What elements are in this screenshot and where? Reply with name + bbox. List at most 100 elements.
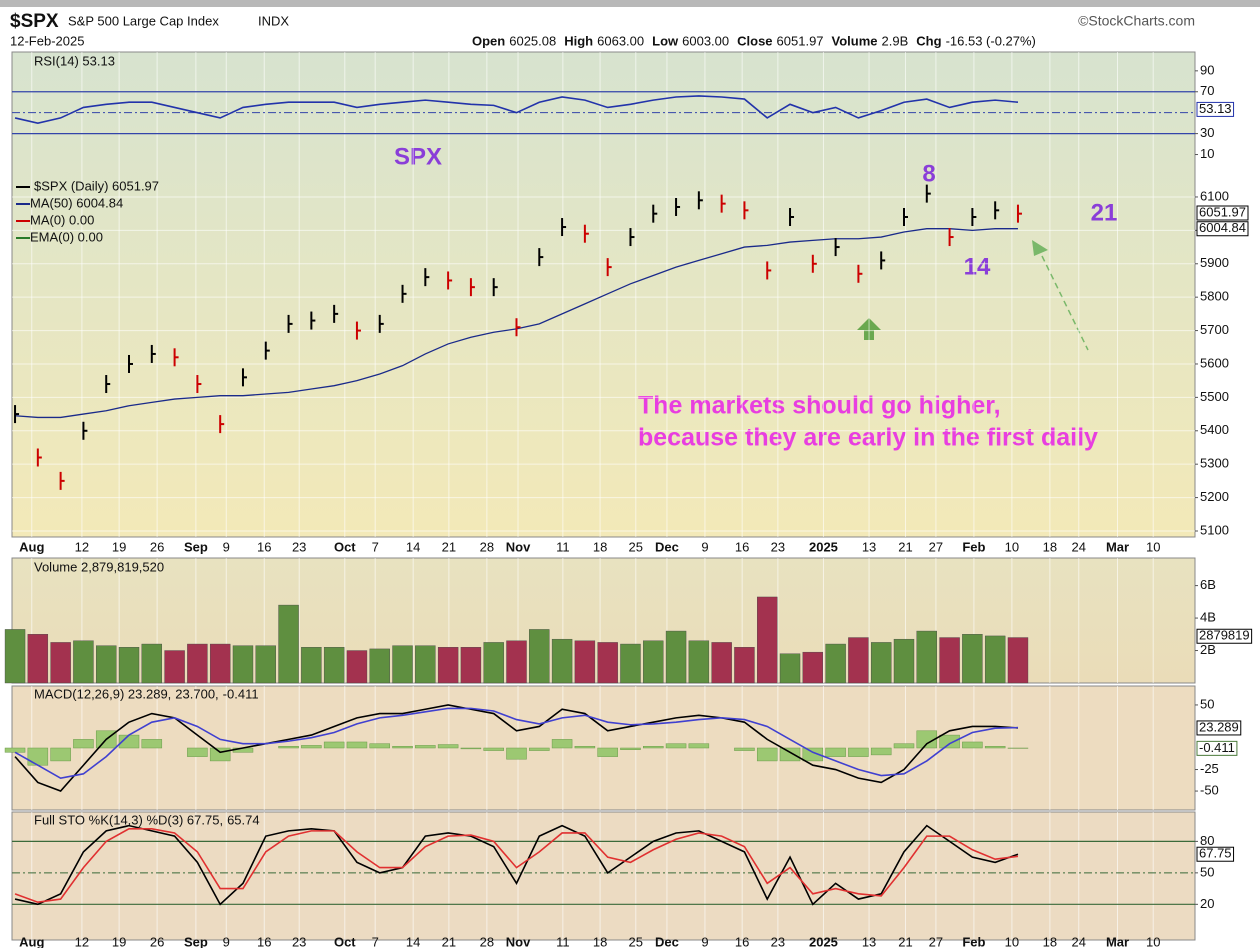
volume-bar xyxy=(734,647,755,684)
histogram-bar xyxy=(73,739,94,749)
x-tick-label: 21 xyxy=(898,539,912,554)
x-tick-label: 23 xyxy=(292,934,306,948)
x-tick-label: 23 xyxy=(292,539,306,554)
y-tick-label: 4B xyxy=(1200,610,1216,625)
series-line xyxy=(14,704,1019,792)
y-tick-label: 5800 xyxy=(1200,289,1229,304)
volume-bar xyxy=(620,643,641,684)
last-value-box xyxy=(1196,101,1235,117)
header: $SPX S&P 500 Large Cap Index INDX ©Stock… xyxy=(10,11,1195,48)
panel-title: Volume 2,879,819,520 xyxy=(34,559,164,574)
volume-bar xyxy=(506,640,527,684)
histogram-bar xyxy=(597,747,618,757)
histogram-bar xyxy=(187,747,208,757)
histogram-bar xyxy=(141,739,163,749)
legend-label: MA(50) 6004.84 xyxy=(30,195,123,210)
volume-bar xyxy=(574,640,596,684)
histogram-bar xyxy=(506,747,527,760)
volume-bar xyxy=(96,645,117,684)
x-tick-label: 19 xyxy=(112,934,126,948)
x-tick-label: 9 xyxy=(701,934,708,948)
date: 12-Feb-2025 xyxy=(10,33,84,48)
histogram-bar xyxy=(574,746,596,749)
last-value-box xyxy=(1196,846,1235,862)
x-tick-label: Aug xyxy=(19,539,44,554)
y-tick-label: 30 xyxy=(1200,125,1214,140)
x-tick-label: 10 xyxy=(1146,539,1160,554)
x-tick-label: 26 xyxy=(150,934,164,948)
arrow-head xyxy=(1032,240,1048,256)
y-tick-label: 5500 xyxy=(1200,389,1229,404)
x-tick-label: 24 xyxy=(1072,934,1086,948)
x-tick-label: 18 xyxy=(1043,934,1057,948)
annotation: SPX xyxy=(394,143,442,170)
last-value-label: 6051.97 xyxy=(1199,204,1246,219)
legend-label: MA(0) 0.00 xyxy=(30,212,94,227)
field-value: 6003.00 xyxy=(682,33,729,48)
volume-bar xyxy=(757,596,778,684)
volume-bar xyxy=(916,630,937,684)
histogram-bar xyxy=(802,747,824,762)
x-tick-label: Nov xyxy=(506,934,531,948)
x-tick-label: 10 xyxy=(1005,934,1019,948)
x-tick-label: 10 xyxy=(1005,539,1019,554)
volume-bar xyxy=(27,634,49,684)
volume-bar xyxy=(665,630,687,684)
last-value-label: -0.411 xyxy=(1199,740,1235,755)
index-name: S&P 500 Large Cap Index xyxy=(68,13,219,28)
arrow-line xyxy=(1041,255,1089,351)
sto-panel xyxy=(11,811,1196,941)
field-value: 6025.08 xyxy=(509,33,556,48)
volume-bar xyxy=(118,647,140,684)
x-tick-label: 11 xyxy=(556,539,570,554)
last-value-box xyxy=(1196,740,1238,756)
volume-bar xyxy=(278,604,299,684)
annotation: 8 xyxy=(922,160,935,187)
x-tick-label: Mar xyxy=(1106,934,1129,948)
histogram-bar xyxy=(209,747,231,762)
histogram-bar xyxy=(984,746,1006,749)
x-tick-label: 28 xyxy=(480,934,494,948)
legend-label: $SPX (Daily) 6051.97 xyxy=(34,178,159,193)
volume-bar xyxy=(4,629,26,684)
x-tick-label: 21 xyxy=(442,539,456,554)
x-tick-label: 25 xyxy=(629,539,643,554)
x-tick-label: 13 xyxy=(862,934,876,948)
y-tick-label: 5900 xyxy=(1200,255,1229,270)
field-label: High xyxy=(564,33,593,48)
histogram-bar xyxy=(962,741,983,749)
x-tick-label: 7 xyxy=(372,539,379,554)
last-value-box xyxy=(1196,628,1253,644)
panel-title: MACD(12,26,9) 23.289, xyxy=(34,686,171,701)
field-value: 6051.97 xyxy=(777,33,824,48)
histogram-bar xyxy=(779,747,801,762)
x-tick-label: 18 xyxy=(593,539,607,554)
y-tick-label: 50 xyxy=(1200,864,1214,879)
histogram-bar xyxy=(551,739,573,749)
series-line xyxy=(14,95,1019,124)
x-tick-label: Dec xyxy=(655,539,679,554)
x-tick-label: 16 xyxy=(735,539,749,554)
volume-bar xyxy=(73,640,94,684)
volume-bar xyxy=(415,645,436,684)
x-tick-label: 7 xyxy=(372,934,379,948)
x-tick-label: Oct xyxy=(334,539,356,554)
x-tick-label: Oct xyxy=(334,934,356,948)
volume-bar xyxy=(711,642,732,684)
x-tick-label: Dec xyxy=(655,934,679,948)
histogram-bar xyxy=(916,730,938,749)
y-tick-label: 6B xyxy=(1200,577,1216,592)
histogram-bar xyxy=(529,747,550,751)
y-tick-label: 5700 xyxy=(1200,322,1229,337)
histogram-bar xyxy=(848,747,869,757)
last-value-label: 53.13 xyxy=(1199,101,1232,116)
series-line xyxy=(14,824,1019,906)
volume-bar xyxy=(369,648,390,684)
histogram-bar xyxy=(643,746,664,749)
y-tick-label: 5300 xyxy=(1200,456,1229,471)
histogram-bar xyxy=(437,744,459,749)
volume-bar xyxy=(346,650,368,684)
volume-bar xyxy=(1007,637,1029,684)
x-tick-label: 18 xyxy=(1043,539,1057,554)
